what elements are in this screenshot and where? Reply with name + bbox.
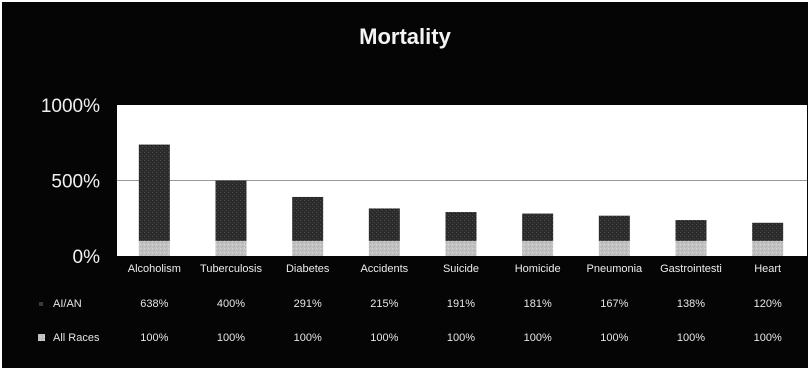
category-labels: Alcoholism Tuberculosis Diabetes Accidents S… [128, 263, 781, 275]
bar-all-races [675, 240, 707, 256]
bar-all-races [522, 240, 554, 256]
data-table-value: 100% [140, 332, 168, 344]
data-table-value: 100% [217, 332, 245, 344]
data-table: AI/AN All Races 638% 400% 291% 215% 191% 181% 16… [38, 298, 782, 344]
bar-all-races [598, 240, 630, 256]
data-table-value: 638% [140, 298, 168, 310]
data-table-value: 100% [370, 332, 398, 344]
data-table-value: 120% [754, 298, 782, 310]
bar-all-races [138, 240, 170, 256]
legend-key-all-races [38, 334, 45, 341]
bar-ai-an [752, 222, 784, 241]
bar-all-races [445, 240, 477, 256]
data-table-value: 100% [447, 332, 475, 344]
bar-all-races [215, 240, 247, 256]
y-tick-label: 1000% [41, 96, 100, 117]
chart-title: Mortality [359, 24, 451, 49]
data-table-value: 181% [524, 298, 552, 310]
data-table-value: 291% [294, 298, 322, 310]
data-table-value: 100% [754, 332, 782, 344]
bars [138, 144, 784, 256]
legend-label: AI/AN [53, 298, 82, 310]
bar-all-races [752, 240, 784, 256]
y-tick-label: 500% [51, 172, 100, 193]
category-label: Gastrointesti [660, 263, 722, 275]
category-label: Pneumonia [587, 263, 644, 275]
y-axis: 0% 500% 1000% [41, 96, 100, 268]
bar-ai-an [598, 215, 630, 241]
bar-all-races [292, 240, 324, 256]
category-label: Suicide [443, 263, 479, 275]
bar-ai-an [522, 213, 554, 241]
data-table-value: 100% [677, 332, 705, 344]
data-table-value: 100% [524, 332, 552, 344]
data-table-value: 400% [217, 298, 245, 310]
data-table-value: 167% [600, 298, 628, 310]
bar-ai-an [292, 196, 324, 241]
category-label: Accidents [360, 263, 408, 275]
bar-ai-an [445, 212, 477, 241]
data-table-value: 191% [447, 298, 475, 310]
data-table-value: 100% [294, 332, 322, 344]
bar-ai-an [368, 208, 400, 241]
category-label: Alcoholism [128, 263, 181, 275]
category-label: Tuberculosis [200, 263, 262, 275]
category-label: Homicide [515, 263, 561, 275]
category-label: Heart [754, 263, 781, 275]
legend-key-ai-an [39, 302, 43, 306]
legend-label: All Races [53, 332, 100, 344]
chart-frame: Mortality 0% 500% 1000% Alcoholism Tubercul… [2, 2, 808, 368]
bar-ai-an [215, 180, 247, 241]
data-table-value: 138% [677, 298, 705, 310]
category-label: Diabetes [286, 263, 330, 275]
data-table-value: 100% [600, 332, 628, 344]
y-tick-label: 0% [73, 247, 101, 268]
bar-all-races [368, 240, 400, 256]
bar-ai-an [675, 220, 707, 241]
mortality-chart: 0% 500% 1000% Alcoholism Tuberculosis Diabet… [38, 96, 807, 344]
data-table-value: 215% [370, 298, 398, 310]
bar-ai-an [138, 144, 170, 241]
